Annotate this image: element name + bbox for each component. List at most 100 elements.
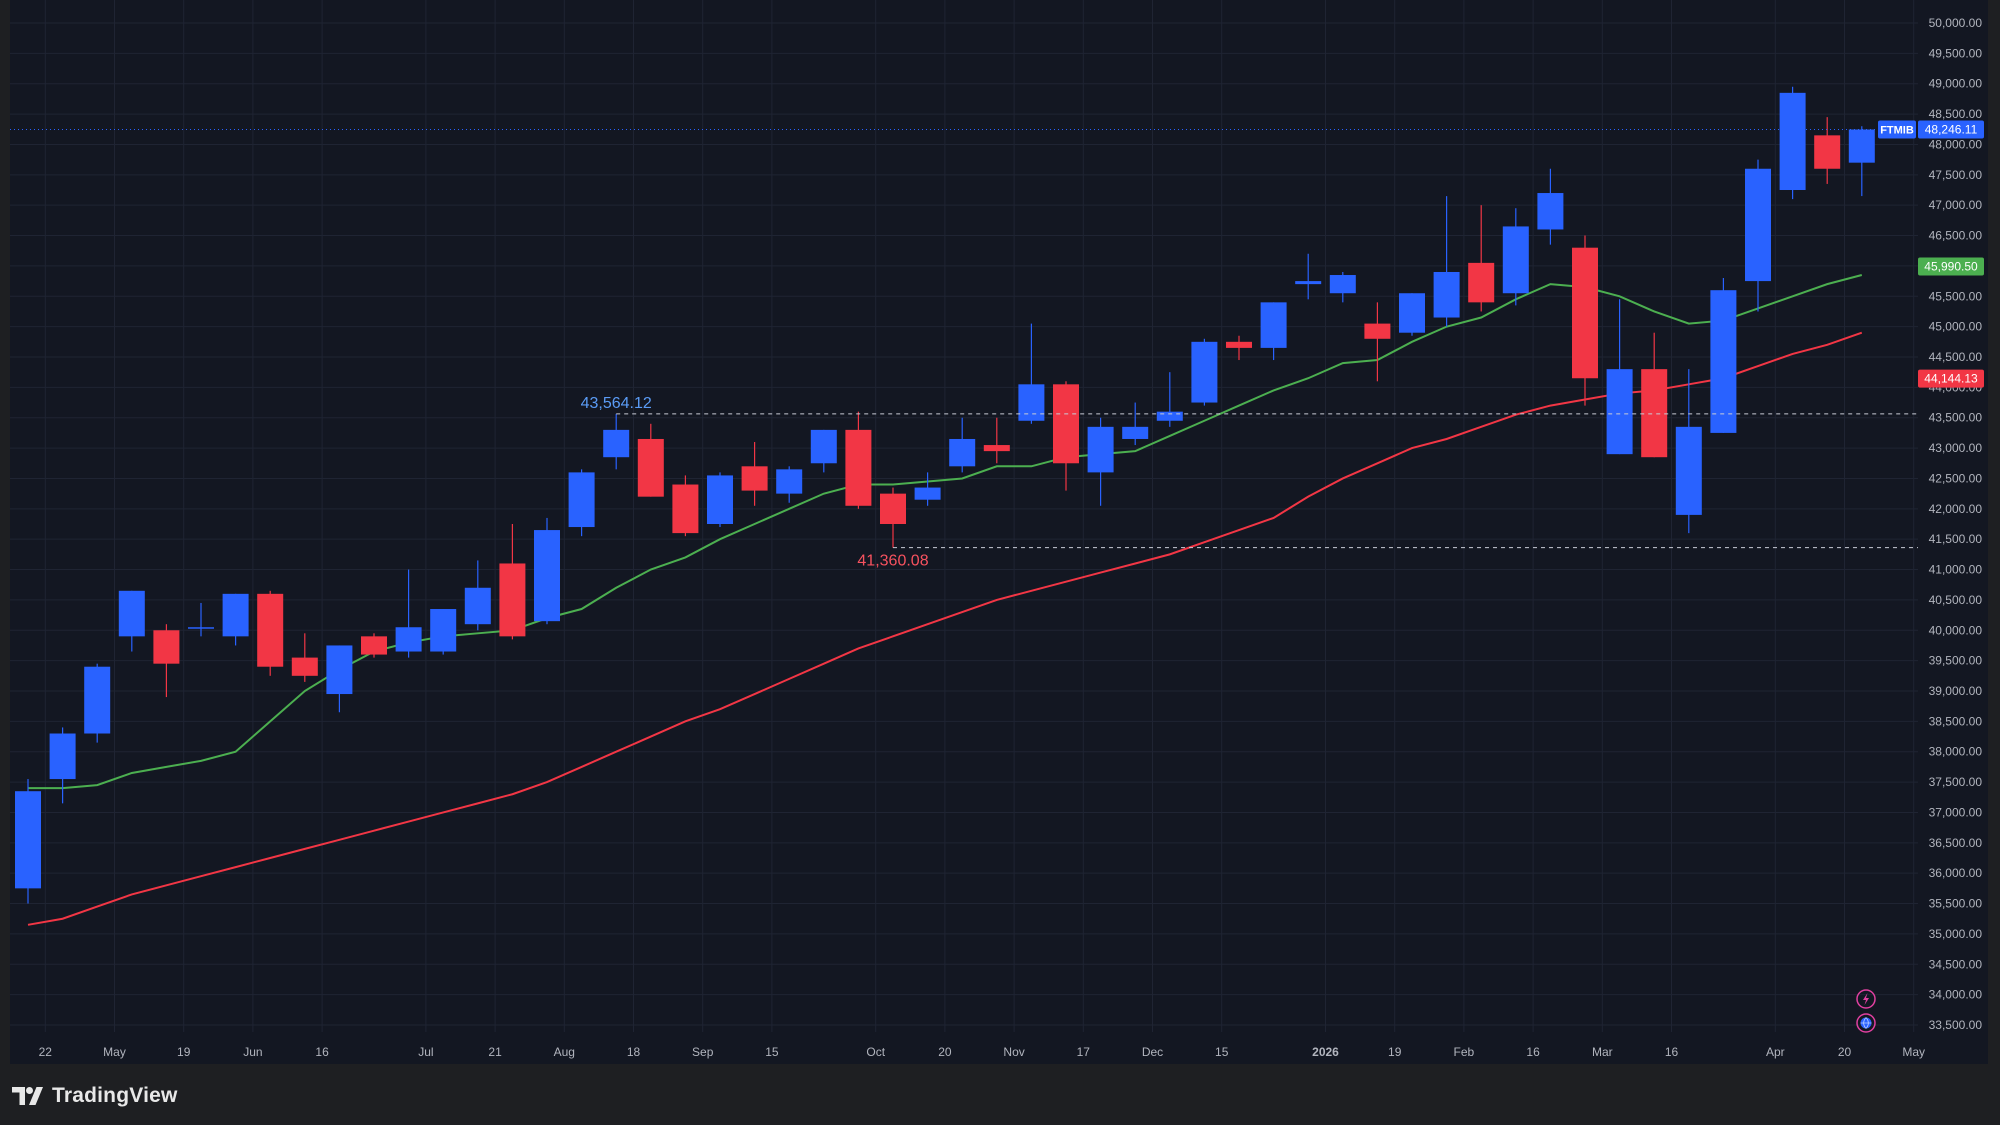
candle-body	[464, 587, 491, 625]
candle[interactable]	[1122, 402, 1149, 446]
candle[interactable]	[188, 602, 214, 637]
price-tick-label: 36,500.00	[1929, 836, 1983, 850]
candle[interactable]	[499, 524, 526, 640]
candle[interactable]	[1295, 253, 1322, 300]
candle[interactable]	[949, 417, 976, 473]
candle[interactable]	[118, 590, 145, 652]
candles[interactable]	[15, 86, 1875, 904]
time-tick-label: 19	[1388, 1045, 1402, 1059]
candle[interactable]	[637, 423, 664, 497]
candle[interactable]	[1537, 168, 1564, 245]
candle-body	[949, 438, 976, 467]
candle[interactable]	[1468, 205, 1495, 312]
price-axis[interactable]: 50,000.00 49,500.00 49,000.00 48,500.00 48,0…	[1929, 16, 1983, 1032]
price-tick-label: 38,000.00	[1929, 745, 1983, 759]
candle[interactable]	[672, 475, 699, 537]
time-tick-label: Jun	[243, 1045, 262, 1059]
candle[interactable]	[707, 472, 733, 528]
candle-body	[326, 645, 353, 695]
price-tick-label: 44,500.00	[1929, 350, 1983, 364]
candle[interactable]	[603, 413, 630, 470]
candle-body	[845, 429, 872, 506]
candle[interactable]	[395, 569, 422, 658]
candle[interactable]	[810, 429, 837, 473]
candle-body	[188, 627, 214, 629]
candle[interactable]	[15, 779, 41, 904]
candle[interactable]	[741, 442, 768, 506]
candle[interactable]	[568, 469, 595, 537]
candle-body	[1191, 341, 1218, 403]
candle[interactable]	[1433, 196, 1460, 327]
candle[interactable]	[1156, 372, 1183, 427]
candle-body	[1675, 426, 1702, 515]
candlestick-chart[interactable]: 43,564.12 41,360.08 50,000.00 49,500.00 49,…	[0, 0, 2000, 1066]
price-tick-label: 49,500.00	[1929, 46, 1983, 60]
lightning-icon[interactable]	[1856, 989, 1876, 1009]
time-axis[interactable]: 22 May 19 Jun 16 Jul 21 Aug 18 Sep 15 Oct 20 Nov 17 Dec…	[39, 1045, 1925, 1059]
candle[interactable]	[84, 663, 111, 743]
candle[interactable]	[430, 609, 457, 655]
time-tick-label: May	[1902, 1045, 1925, 1059]
candle-body	[1710, 290, 1737, 433]
price-tick-label: 39,500.00	[1929, 654, 1983, 668]
candle[interactable]	[1606, 299, 1633, 455]
price-tick-label: 35,000.00	[1929, 927, 1983, 941]
price-tick-label: 45,000.00	[1929, 320, 1983, 334]
time-tick-label: 22	[39, 1045, 53, 1059]
high-price-label: 43,564.12	[581, 395, 652, 412]
candle-body	[914, 487, 941, 500]
candle[interactable]	[534, 517, 560, 625]
candle[interactable]	[1502, 208, 1529, 306]
candle-body	[741, 466, 768, 491]
candle[interactable]	[983, 417, 1010, 464]
candle[interactable]	[1053, 381, 1079, 491]
symbol-tag: FTMIB	[1880, 125, 1914, 137]
candle[interactable]	[464, 560, 491, 631]
candle[interactable]	[1745, 159, 1771, 312]
candle[interactable]	[1641, 332, 1668, 458]
candle-body	[983, 445, 1010, 452]
candle[interactable]	[361, 633, 387, 658]
globe-icon[interactable]	[1856, 1013, 1876, 1033]
candle[interactable]	[1848, 126, 1875, 197]
candle[interactable]	[1191, 338, 1218, 406]
candle[interactable]	[1260, 302, 1287, 361]
candle[interactable]	[1018, 323, 1045, 424]
grid	[10, 0, 1918, 1032]
price-tick-label: 45,500.00	[1929, 289, 1983, 303]
candle[interactable]	[914, 472, 941, 506]
tradingview-logo-text: TradingView	[52, 1084, 178, 1107]
candle-body	[1537, 193, 1564, 230]
candle[interactable]	[326, 645, 353, 713]
candle[interactable]	[257, 590, 284, 676]
candle[interactable]	[1710, 278, 1737, 433]
price-tick-label: 40,000.00	[1929, 623, 1983, 637]
last-price-tag-bg	[1918, 120, 1984, 139]
price-tick-label: 41,500.00	[1929, 532, 1983, 546]
price-tick-label: 36,000.00	[1929, 866, 1983, 880]
candle-body	[534, 530, 560, 622]
candle[interactable]	[1226, 335, 1252, 361]
candle[interactable]	[880, 487, 906, 548]
candle[interactable]	[291, 633, 318, 682]
candle[interactable]	[1814, 117, 1841, 184]
indicator-icons[interactable]	[1856, 989, 1876, 1033]
candle[interactable]	[1572, 235, 1598, 406]
candle[interactable]	[1779, 86, 1806, 200]
candle-body	[1848, 129, 1875, 163]
price-tick-label: 34,500.00	[1929, 957, 1983, 971]
ma-fast-price-tag: 45,990.50	[1924, 259, 1978, 273]
candle[interactable]	[1329, 271, 1356, 303]
candle[interactable]	[845, 411, 872, 509]
candle[interactable]	[222, 593, 249, 646]
candle[interactable]	[776, 466, 803, 503]
candle[interactable]	[1364, 302, 1391, 382]
candle[interactable]	[1087, 417, 1114, 506]
tradingview-logo[interactable]: TradingView	[12, 1084, 178, 1108]
candle[interactable]	[1399, 293, 1425, 336]
candle[interactable]	[1675, 369, 1702, 534]
candle[interactable]	[153, 624, 180, 698]
candle-body	[361, 636, 387, 655]
candle[interactable]	[49, 727, 76, 804]
